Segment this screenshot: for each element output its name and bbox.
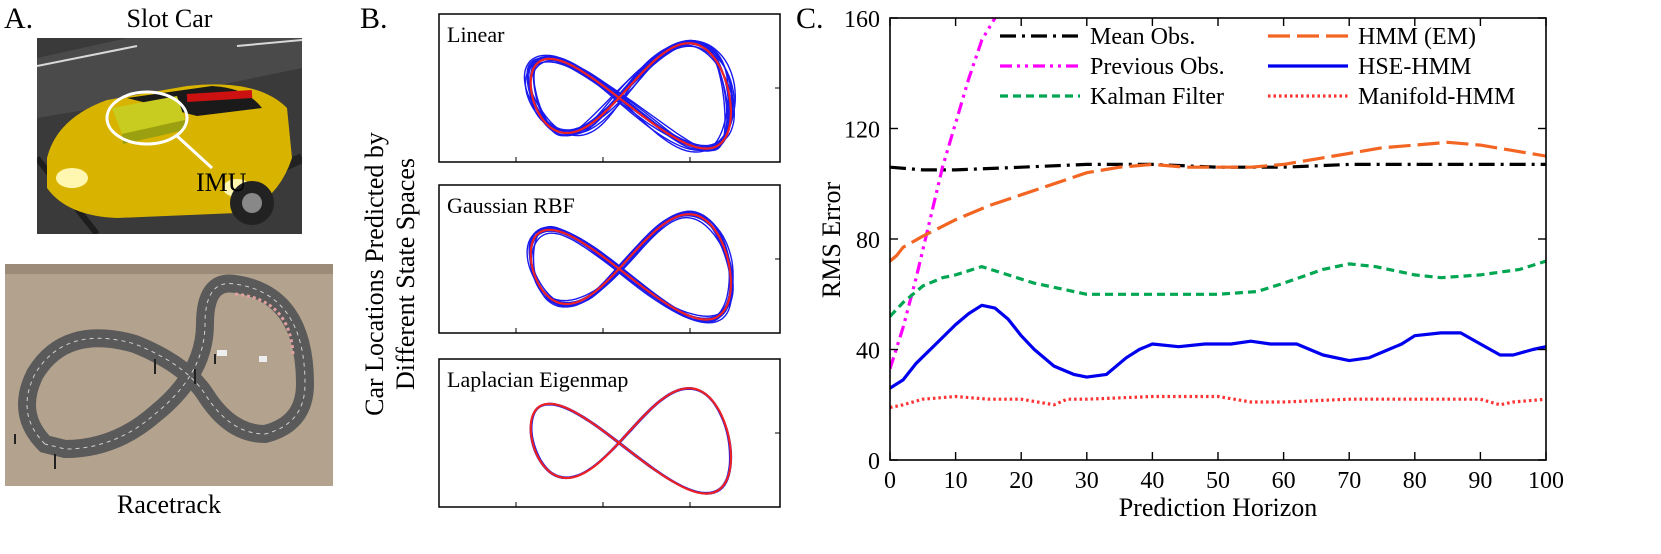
y-tick-label: 80 [856,228,880,254]
racetrack-caption: Racetrack [117,490,221,519]
predicted-trace [529,44,736,148]
imu-label: IMU [196,168,247,197]
subplot-rbf-title: Gaussian RBF [447,193,575,218]
x-tick-label: 20 [1009,468,1033,494]
racetrack-illustration [5,264,333,486]
x-tick-label: 90 [1468,468,1492,494]
true-track-trace [529,42,733,150]
series-line-mean-obs- [890,162,1546,172]
panel-a-label: A. [4,2,34,35]
x-tick-label: 50 [1206,468,1230,494]
series-line-hmm-em- [890,140,1546,263]
legend-label: HMM (EM) [1358,24,1476,50]
x-axis-label: Prediction Horizon [1119,493,1318,522]
x-tick-label: 40 [1140,468,1164,494]
legend-label: Kalman Filter [1090,84,1224,110]
panel-b-side-label-svg: Car Locations Predicted by Different Sta… [360,132,420,416]
y-tick-label: 160 [844,7,880,33]
slot-car-illustration [37,38,302,234]
x-tick-label: 60 [1272,468,1296,494]
y-tick-label: 40 [856,339,880,365]
panel-b-label: B. [360,2,388,35]
subplot-laplacian-title: Laplacian Eigenmap [447,367,628,392]
true-track-trace [529,213,733,321]
legend-label: HSE-HMM [1358,54,1471,80]
y-axis-label: RMS Error [817,182,846,299]
x-tick-label: 80 [1403,468,1427,494]
slot-car-caption: Slot Car [126,4,213,33]
panel-b-subplots: Linear Gaussian RBF Laplacian Eigenmap [438,13,781,508]
side-label-line-1: Car Locations Predicted by [360,132,389,416]
x-tick-label: 30 [1075,468,1099,494]
predicted-trace [532,210,733,324]
legend-label: Previous Obs. [1090,54,1225,80]
side-label-line-2: Different State Spaces [391,158,420,390]
x-tick-label: 10 [944,468,968,494]
subplot-laplacian-frame [438,358,781,508]
racetrack-photo [5,264,333,486]
x-tick-label: 0 [884,468,896,494]
legend-label: Mean Obs. [1090,24,1195,50]
rms-error-chart: 0 10 20 30 40 50 60 70 80 90 100 0 40 80 120 160 Mean O… [817,7,1564,522]
subplot-linear-traces [515,39,780,162]
slot-car-photo [37,38,302,234]
true-track-trace [529,387,733,495]
legend-label: Manifold-HMM [1358,84,1515,110]
x-tick-label: 70 [1337,468,1361,494]
predicted-trace [526,40,733,152]
series-line-previous-obs- [890,18,997,370]
panel-c-label: C. [796,2,824,35]
y-tick-label: 0 [868,449,880,475]
series-line-kalman-filter [890,259,1546,318]
series-line-manifold-hmm [890,394,1546,410]
subplot-linear-title: Linear [447,22,505,47]
subplot-rbf-traces [515,210,780,333]
series-line-hse-hmm [890,303,1546,390]
x-tick-label: 100 [1528,468,1564,494]
subplot-laplacian-traces [515,387,780,507]
y-tick-label: 120 [844,118,880,144]
predicted-trace [526,41,729,151]
